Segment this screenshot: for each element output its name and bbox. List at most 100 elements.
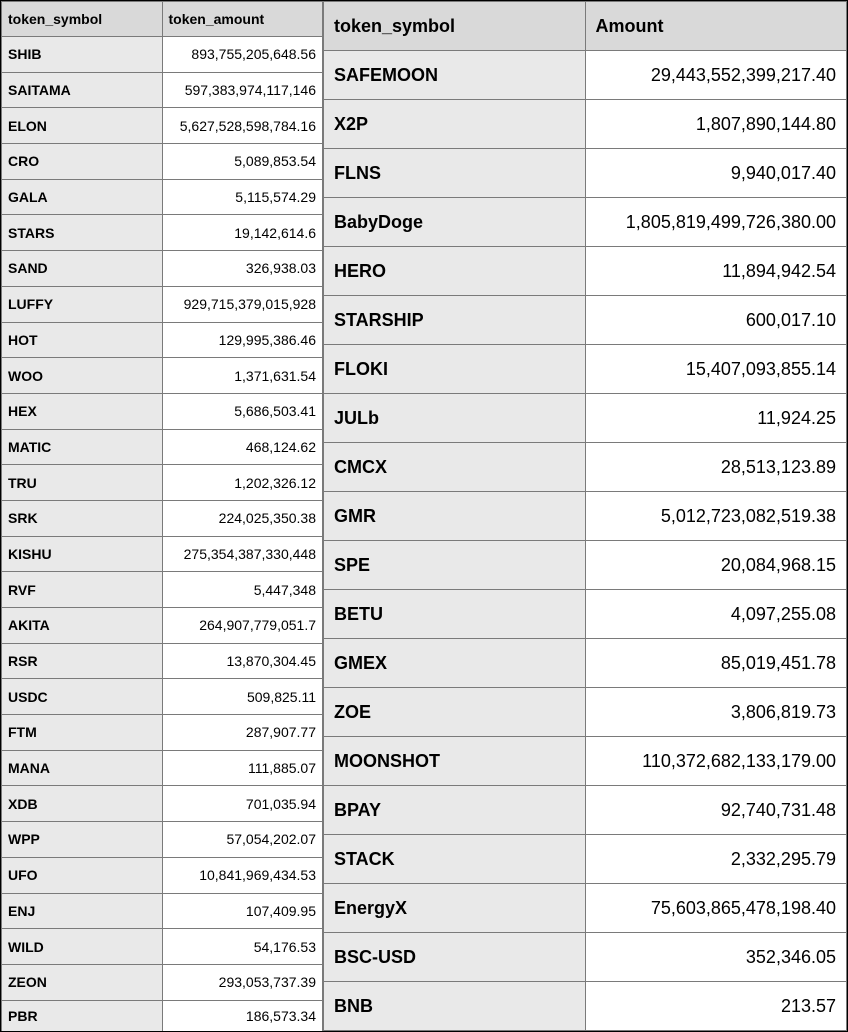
- token-symbol-cell: WOO: [2, 358, 163, 394]
- table-row: SRK224,025,350.38: [2, 500, 323, 536]
- token-symbol-cell: GALA: [2, 179, 163, 215]
- token-amount-cell: 3,806,819.73: [585, 688, 847, 737]
- token-symbol-cell: MANA: [2, 750, 163, 786]
- col-header-symbol: token_symbol: [2, 2, 163, 37]
- token-symbol-cell: UFO: [2, 857, 163, 893]
- table-row: TRU1,202,326.12: [2, 465, 323, 501]
- token-symbol-cell: FLNS: [324, 149, 586, 198]
- token-symbol-cell: RSR: [2, 643, 163, 679]
- token-amount-cell: 11,894,942.54: [585, 247, 847, 296]
- col-header-amount: token_amount: [162, 2, 323, 37]
- table-row: WPP57,054,202.07: [2, 822, 323, 858]
- token-symbol-cell: EnergyX: [324, 884, 586, 933]
- table-row: MOONSHOT110,372,682,133,179.00: [324, 737, 847, 786]
- token-symbol-cell: RVF: [2, 572, 163, 608]
- token-symbol-cell: XDB: [2, 786, 163, 822]
- token-symbol-cell: WPP: [2, 822, 163, 858]
- token-amount-cell: 9,940,017.40: [585, 149, 847, 198]
- table-row: ZOE3,806,819.73: [324, 688, 847, 737]
- col-header-symbol: token_symbol: [324, 2, 586, 51]
- table-row: SAFEMOON29,443,552,399,217.40: [324, 51, 847, 100]
- table-row: MANA111,885.07: [2, 750, 323, 786]
- token-amount-cell: 1,805,819,499,726,380.00: [585, 198, 847, 247]
- token-symbol-cell: BSC-USD: [324, 933, 586, 982]
- token-amount-cell: 110,372,682,133,179.00: [585, 737, 847, 786]
- token-symbol-cell: HEX: [2, 393, 163, 429]
- table-row: KISHU275,354,387,330,448: [2, 536, 323, 572]
- table-row: RSR13,870,304.45: [2, 643, 323, 679]
- token-amount-cell: 129,995,386.46: [162, 322, 323, 358]
- token-symbol-cell: FLOKI: [324, 345, 586, 394]
- table-row: MATIC468,124.62: [2, 429, 323, 465]
- table-row: FTM287,907.77: [2, 715, 323, 751]
- table-header-row: token_symbol Amount: [324, 2, 847, 51]
- table-row: LUFFY929,715,379,015,928: [2, 286, 323, 322]
- token-amount-cell: 468,124.62: [162, 429, 323, 465]
- token-amount-cell: 293,053,737.39: [162, 964, 323, 1000]
- token-amount-cell: 701,035.94: [162, 786, 323, 822]
- token-symbol-cell: LUFFY: [2, 286, 163, 322]
- table-row: FLNS9,940,017.40: [324, 149, 847, 198]
- token-symbol-cell: SPE: [324, 541, 586, 590]
- token-symbol-cell: BETU: [324, 590, 586, 639]
- token-symbol-cell: ENJ: [2, 893, 163, 929]
- token-amount-cell: 11,924.25: [585, 394, 847, 443]
- table-row: UFO10,841,969,434.53: [2, 857, 323, 893]
- token-amount-cell: 326,938.03: [162, 251, 323, 287]
- token-amount-cell: 1,371,631.54: [162, 358, 323, 394]
- token-symbol-cell: SAFEMOON: [324, 51, 586, 100]
- table-row: HOT129,995,386.46: [2, 322, 323, 358]
- token-symbol-cell: PBR: [2, 1000, 163, 1031]
- token-symbol-cell: SAITAMA: [2, 72, 163, 108]
- table-row: ZEON293,053,737.39: [2, 964, 323, 1000]
- token-amount-cell: 4,097,255.08: [585, 590, 847, 639]
- token-amount-cell: 29,443,552,399,217.40: [585, 51, 847, 100]
- token-amount-cell: 92,740,731.48: [585, 786, 847, 835]
- token-amount-cell: 15,407,093,855.14: [585, 345, 847, 394]
- token-symbol-cell: STACK: [324, 835, 586, 884]
- col-header-amount: Amount: [585, 2, 847, 51]
- token-amount-cell: 57,054,202.07: [162, 822, 323, 858]
- token-amount-cell: 20,084,968.15: [585, 541, 847, 590]
- token-amount-cell: 1,807,890,144.80: [585, 100, 847, 149]
- token-amount-cell: 111,885.07: [162, 750, 323, 786]
- table-row: CRO5,089,853.54: [2, 144, 323, 180]
- table-row: FLOKI15,407,093,855.14: [324, 345, 847, 394]
- token-amount-cell: 5,115,574.29: [162, 179, 323, 215]
- token-amount-cell: 75,603,865,478,198.40: [585, 884, 847, 933]
- table-row: EnergyX75,603,865,478,198.40: [324, 884, 847, 933]
- left-token-table: token_symbol token_amount SHIB893,755,20…: [1, 1, 323, 1031]
- token-amount-cell: 1,202,326.12: [162, 465, 323, 501]
- table-row: BETU4,097,255.08: [324, 590, 847, 639]
- token-amount-cell: 213.57: [585, 982, 847, 1031]
- token-amount-cell: 54,176.53: [162, 929, 323, 965]
- token-symbol-cell: BNB: [324, 982, 586, 1031]
- token-symbol-cell: FTM: [2, 715, 163, 751]
- table-row: BSC-USD352,346.05: [324, 933, 847, 982]
- table-row: SPE20,084,968.15: [324, 541, 847, 590]
- token-amount-cell: 5,686,503.41: [162, 393, 323, 429]
- table-row: SHIB893,755,205,648.56: [2, 37, 323, 73]
- table-row: SAND326,938.03: [2, 251, 323, 287]
- right-token-table: token_symbol Amount SAFEMOON29,443,552,3…: [323, 1, 847, 1031]
- token-amount-cell: 186,573.34: [162, 1000, 323, 1031]
- token-amount-cell: 5,089,853.54: [162, 144, 323, 180]
- table-row: CMCX28,513,123.89: [324, 443, 847, 492]
- token-amount-cell: 13,870,304.45: [162, 643, 323, 679]
- token-amount-cell: 19,142,614.6: [162, 215, 323, 251]
- token-symbol-cell: BabyDoge: [324, 198, 586, 247]
- table-row: BPAY92,740,731.48: [324, 786, 847, 835]
- table-row: WILD54,176.53: [2, 929, 323, 965]
- token-symbol-cell: ZOE: [324, 688, 586, 737]
- table-row: STACK2,332,295.79: [324, 835, 847, 884]
- table-row: HERO11,894,942.54: [324, 247, 847, 296]
- table-row: ELON5,627,528,598,784.16: [2, 108, 323, 144]
- token-symbol-cell: HERO: [324, 247, 586, 296]
- token-amount-cell: 85,019,451.78: [585, 639, 847, 688]
- token-symbol-cell: BPAY: [324, 786, 586, 835]
- token-amount-cell: 893,755,205,648.56: [162, 37, 323, 73]
- token-amount-cell: 107,409.95: [162, 893, 323, 929]
- table-row: XDB701,035.94: [2, 786, 323, 822]
- table-row: GMR5,012,723,082,519.38: [324, 492, 847, 541]
- token-symbol-cell: SAND: [2, 251, 163, 287]
